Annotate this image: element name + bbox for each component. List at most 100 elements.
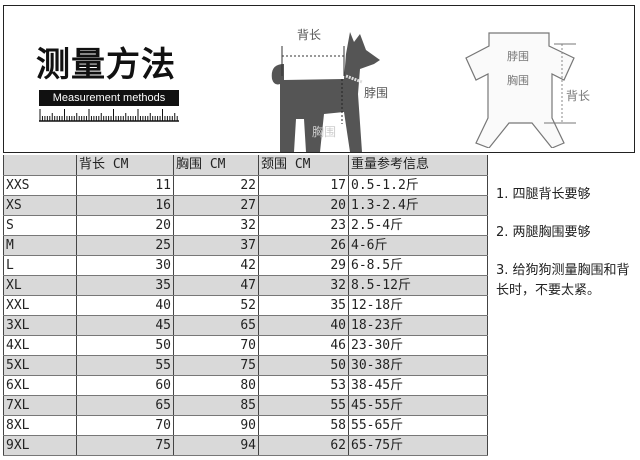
back-length-cell: 35 (76, 275, 174, 296)
neck-cell: 55 (258, 395, 349, 416)
chest-cell: 22 (173, 175, 259, 196)
size-cell: 4XL (3, 335, 77, 356)
weight-cell: 23-30斤 (348, 335, 488, 356)
neck-cell: 26 (258, 235, 349, 256)
measurement-banner: 测量方法 Measurement methods 背长 脖围 胸围 脖围 胸围 … (3, 5, 635, 153)
weight-cell: 0.5-1.2斤 (348, 175, 488, 196)
header-weight: 重量参考信息 (348, 155, 488, 176)
weight-cell: 45-55斤 (348, 395, 488, 416)
banner-title: 测量方法 (36, 45, 176, 85)
table-row: 4XL 50 70 46 23-30斤 (3, 335, 488, 356)
back-length-cell: 16 (76, 195, 174, 216)
back-length-cell: 65 (76, 395, 174, 416)
weight-cell: 55-65斤 (348, 415, 488, 436)
weight-cell: 6-8.5斤 (348, 255, 488, 276)
note-2: 2. 两腿胸围要够 (496, 225, 591, 240)
notes-panel: 1. 四腿背长要够 2. 两腿胸围要够 3. 给狗狗测量胸围和背长时，不要太紧。 (496, 185, 636, 319)
neck-cell: 32 (258, 275, 349, 296)
size-cell: 3XL (3, 315, 77, 336)
neck-cell: 46 (258, 335, 349, 356)
chest-cell: 90 (173, 415, 259, 436)
weight-cell: 4-6斤 (348, 235, 488, 256)
table-row: XXS 11 22 17 0.5-1.2斤 (3, 175, 488, 196)
chest-cell: 65 (173, 315, 259, 336)
size-cell: 5XL (3, 355, 77, 376)
neck-cell: 23 (258, 215, 349, 236)
chest-cell: 32 (173, 215, 259, 236)
weight-cell: 65-75斤 (348, 435, 488, 456)
neck-cell: 58 (258, 415, 349, 436)
neck-cell: 40 (258, 315, 349, 336)
chest-cell: 52 (173, 295, 259, 316)
size-cell: XXL (3, 295, 77, 316)
neck-cell: 50 (258, 355, 349, 376)
back-length-cell: 45 (76, 315, 174, 336)
dog-chest-label: 胸围 (312, 124, 336, 139)
suit-back-label: 背长 (566, 89, 590, 103)
dog-neck-label: 脖围 (364, 86, 388, 100)
size-cell: L (3, 255, 77, 276)
size-cell: 9XL (3, 435, 77, 456)
table-row: 9XL 75 94 62 65-75斤 (3, 435, 488, 456)
table-row: XXL 40 52 35 12-18斤 (3, 295, 488, 316)
dog-suit-diagram-icon: 脖围 胸围 背长 (465, 32, 590, 148)
table-row: M 25 37 26 4-6斤 (3, 235, 488, 256)
back-length-cell: 20 (76, 215, 174, 236)
size-cell: 8XL (3, 415, 77, 436)
size-cell: XL (3, 275, 77, 296)
weight-cell: 38-45斤 (348, 375, 488, 396)
neck-cell: 62 (258, 435, 349, 456)
size-cell: XS (3, 195, 77, 216)
dog-silhouette-icon: 背长 脖围 胸围 (271, 28, 388, 152)
back-length-cell: 30 (76, 255, 174, 276)
header-back-length: 背长 CM (76, 155, 174, 176)
table-row: 3XL 45 65 40 18-23斤 (3, 315, 488, 336)
suit-neck-label: 脖围 (507, 50, 529, 63)
weight-cell: 12-18斤 (348, 295, 488, 316)
chest-cell: 94 (173, 435, 259, 456)
back-length-cell: 60 (76, 375, 174, 396)
neck-cell: 53 (258, 375, 349, 396)
weight-cell: 1.3-2.4斤 (348, 195, 488, 216)
back-length-cell: 75 (76, 435, 174, 456)
table-row: 8XL 70 90 58 55-65斤 (3, 415, 488, 436)
weight-cell: 30-38斤 (348, 355, 488, 376)
chest-cell: 85 (173, 395, 259, 416)
neck-cell: 29 (258, 255, 349, 276)
table-row: XL 35 47 32 8.5-12斤 (3, 275, 488, 296)
ruler-icon (39, 109, 179, 122)
back-length-cell: 50 (76, 335, 174, 356)
size-cell: XXS (3, 175, 77, 196)
neck-cell: 17 (258, 175, 349, 196)
header-chest: 胸围 CM (173, 155, 259, 176)
table-row: 6XL 60 80 53 38-45斤 (3, 375, 488, 396)
neck-cell: 20 (258, 195, 349, 216)
note-3: 3. 给狗狗测量胸围和背长时，不要太紧。 (496, 263, 630, 298)
back-length-cell: 25 (76, 235, 174, 256)
chest-cell: 75 (173, 355, 259, 376)
chest-cell: 80 (173, 375, 259, 396)
table-row: 7XL 65 85 55 45-55斤 (3, 395, 488, 416)
size-cell: 7XL (3, 395, 77, 416)
table-row: 5XL 55 75 50 30-38斤 (3, 355, 488, 376)
table-header-row: 背长 CM 胸围 CM 颈围 CM 重量参考信息 (3, 155, 488, 176)
banner-subtitle: Measurement methods (39, 90, 179, 106)
header-size (3, 155, 77, 176)
back-length-cell: 40 (76, 295, 174, 316)
dog-back-label: 背长 (297, 28, 321, 42)
size-cell: 6XL (3, 375, 77, 396)
suit-chest-label: 胸围 (507, 73, 529, 87)
size-table: 背长 CM 胸围 CM 颈围 CM 重量参考信息 XXS 11 22 17 0.5-1.… (3, 155, 488, 456)
back-length-cell: 55 (76, 355, 174, 376)
weight-cell: 2.5-4斤 (348, 215, 488, 236)
header-neck: 颈围 CM (258, 155, 349, 176)
chest-cell: 70 (173, 335, 259, 356)
table-row: L 30 42 29 6-8.5斤 (3, 255, 488, 276)
weight-cell: 8.5-12斤 (348, 275, 488, 296)
table-row: S 20 32 23 2.5-4斤 (3, 215, 488, 236)
chest-cell: 47 (173, 275, 259, 296)
size-cell: M (3, 235, 77, 256)
back-length-cell: 70 (76, 415, 174, 436)
chest-cell: 37 (173, 235, 259, 256)
note-1: 1. 四腿背长要够 (496, 187, 591, 202)
